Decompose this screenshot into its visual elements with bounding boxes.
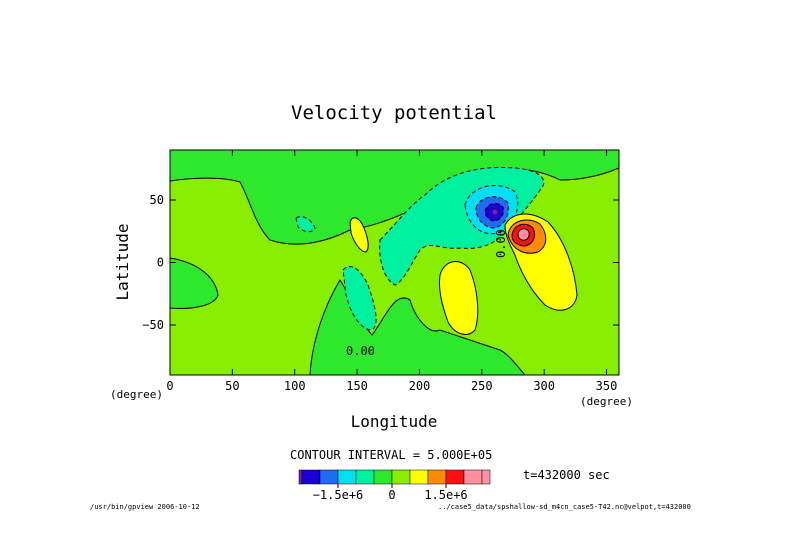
- footer-left: /usr/bin/gpview 2006-10-12: [90, 503, 200, 511]
- colorbar-swatch: [337, 469, 357, 485]
- x-axis-label: Longitude: [351, 412, 438, 431]
- contour-label-east: 0.00: [494, 229, 508, 258]
- colorbar-swatch: [409, 469, 429, 485]
- minimum-center: [491, 208, 499, 216]
- x-unit-left: (degree): [110, 388, 163, 401]
- colorbar-tick-label: 1.5e+6: [424, 488, 467, 502]
- plot-area: 0.00 0.00: [169, 149, 620, 376]
- colorbar-swatch: [301, 469, 321, 485]
- x-ticks: 0 50 100 150 200 250 300 350: [166, 150, 617, 393]
- x-tick-label: 350: [596, 379, 618, 393]
- y-axis-label: Latitude: [113, 223, 132, 300]
- x-tick-label: 150: [346, 379, 368, 393]
- x-tick-label: 100: [284, 379, 306, 393]
- colorbar-swatch: [391, 469, 411, 485]
- colorbar-swatch: [445, 469, 465, 485]
- colorbar-swatch: [373, 469, 393, 485]
- contour-positive-4: [517, 228, 530, 241]
- colorbar-tick-label: 0: [388, 488, 395, 502]
- x-tick-label: 250: [471, 379, 493, 393]
- colorbar-end-low: [298, 469, 303, 485]
- contour-positive-small-blob: [349, 217, 369, 253]
- contour-negative-west-blob: [295, 216, 316, 233]
- colorbar-tick-label: −1.5e+6: [313, 488, 364, 502]
- colorbar-swatch: [463, 469, 483, 485]
- y-tick-label: 0: [157, 256, 164, 270]
- y-tick-label: −50: [142, 318, 164, 332]
- colorbar-swatch: [355, 469, 375, 485]
- y-ticks: 50 0 −50: [142, 193, 619, 332]
- contour-interval-text: CONTOUR INTERVAL = 5.000E+05: [290, 448, 492, 462]
- colorbar-swatch: [319, 469, 339, 485]
- footer-right: ../case5_data/spshallow-sd_m4cn_case5-T4…: [438, 503, 691, 511]
- colorbar-swatch: [427, 469, 447, 485]
- time-label: t=432000 sec: [523, 468, 610, 482]
- contour-region-neutral-green-south: [309, 279, 527, 376]
- contour-region-neutral-green-west: [169, 257, 219, 309]
- x-tick-label: 50: [225, 379, 239, 393]
- x-axis: 0 50 100 150 200 250 300 350 (degree) (degree) …: [110, 150, 633, 431]
- x-tick-label: 200: [409, 379, 431, 393]
- contour-negative-south-blob: [342, 266, 377, 331]
- contour-region-neutral-green: [169, 149, 620, 245]
- chart-title: Velocity potential: [291, 102, 497, 124]
- contour-positive-1-south: [439, 261, 479, 335]
- x-tick-label: 0: [166, 379, 173, 393]
- y-axis: 50 0 −50 Latitude: [113, 193, 619, 332]
- colorbar-end-high: [481, 469, 491, 485]
- x-unit-right: (degree): [580, 395, 633, 408]
- colorbar: −1.5e+6 0 1.5e+6: [298, 469, 491, 502]
- y-tick-label: 50: [150, 193, 164, 207]
- contour-label-south: 0.00: [346, 344, 375, 358]
- x-tick-label: 300: [533, 379, 555, 393]
